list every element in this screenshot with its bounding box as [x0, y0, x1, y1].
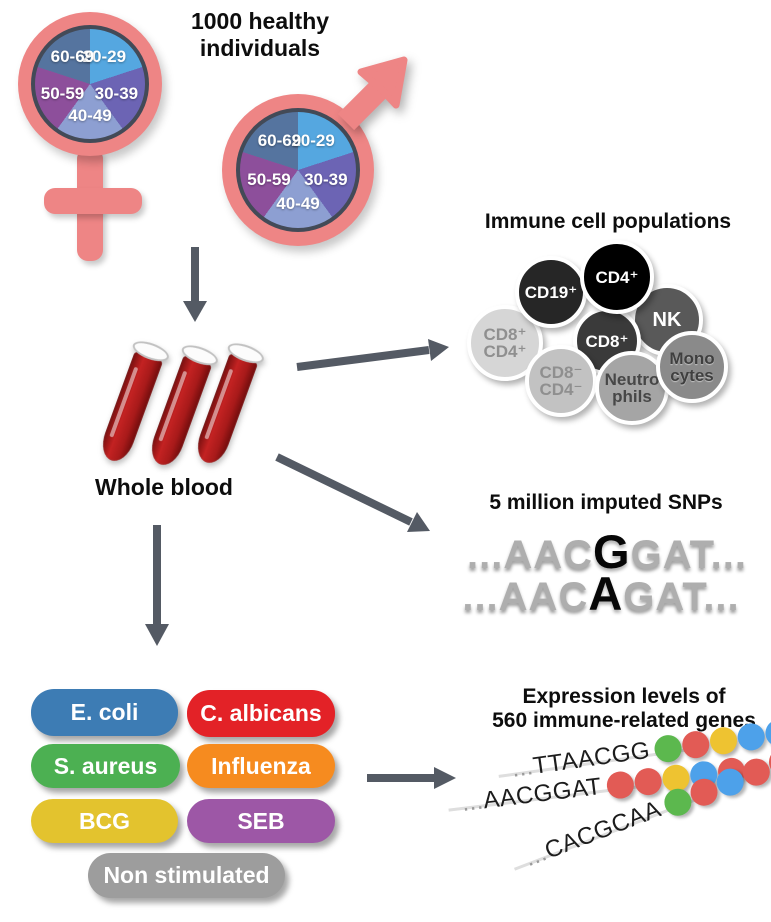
stimulus-pill-bcg: BCG — [31, 799, 178, 843]
stimulus-label: SEB — [237, 807, 285, 834]
population-title-line2: individuals — [199, 35, 321, 61]
cell-label: CD8⁺ — [585, 331, 629, 351]
snp-sequence: ...AACGGAT... — [452, 524, 762, 579]
male-symbol-icon: 20-29 30-39 40-49 50-59 60-69 — [222, 94, 374, 246]
snp-sequence-prefix: ...AAC — [462, 575, 589, 619]
female-age-pie-chart: 20-29 30-39 40-49 50-59 60-69 — [31, 25, 149, 143]
cell-circle-cd8neg-cd4neg: CD8⁻ CD4⁻ — [525, 345, 597, 417]
stimulus-label: BCG — [78, 807, 131, 834]
expression-dot — [652, 732, 684, 764]
gene-sequence: AACGGAT — [481, 772, 604, 815]
stimulus-pill-influenza: Influenza — [187, 744, 335, 788]
male-arrow-icon — [337, 56, 408, 131]
stimulus-label: C. albicans — [200, 700, 322, 726]
age-slice-label: 50-59 — [40, 83, 85, 103]
stimulus-label: Non stimulated — [103, 862, 270, 888]
expression-dot — [632, 766, 663, 797]
arrow-blood-to-cells-icon — [296, 339, 449, 371]
cell-label: CD4⁺ — [595, 267, 639, 287]
stimulus-pill-seb: SEB — [187, 799, 335, 843]
cell-label: CD8⁻ — [539, 363, 583, 382]
cell-circle-cd4: CD4⁺ — [580, 240, 654, 314]
female-symbol-icon: 20-29 30-39 40-49 50-59 60-69 — [18, 12, 162, 156]
snp-sequence-suffix: GAT... — [630, 533, 747, 577]
age-slice-label: 30-39 — [94, 83, 139, 103]
expression-title-line2: 560 immune-related genes — [492, 709, 756, 732]
age-slice-label: 40-49 — [68, 105, 112, 125]
age-slice-label: 20-29 — [291, 131, 335, 150]
snp-sequence-suffix: GAT... — [623, 575, 740, 619]
expression-dot — [604, 769, 635, 800]
expression-dot — [680, 728, 712, 760]
age-slice-label: 50-59 — [247, 170, 291, 190]
age-slice-label: 30-39 — [304, 170, 348, 190]
age-slice-label: 40-49 — [276, 193, 320, 213]
female-symbol-crossbar — [44, 188, 142, 214]
stimulus-label: Influenza — [211, 752, 311, 779]
male-age-pie-chart: 20-29 30-39 40-49 50-59 60-69 — [236, 108, 360, 232]
cell-label: CD4⁻ — [539, 380, 583, 399]
stimulus-pill-saureus: S. aureus — [31, 744, 180, 788]
arrow-stimuli-to-expression-icon — [367, 767, 456, 789]
snp-variant-allele: A — [588, 567, 624, 620]
snp-variant-allele: G — [593, 525, 631, 578]
cell-circle-monocytes: Mono cytes — [656, 331, 728, 403]
age-slice-label: 60-69 — [50, 46, 95, 66]
cell-label: NK — [652, 308, 682, 331]
expression-dot — [763, 717, 771, 748]
stimulus-label: S. aureus — [53, 752, 158, 779]
stimulus-label: E. coli — [70, 699, 139, 725]
cell-label: CD19⁺ — [524, 282, 578, 302]
stimulus-pill-calbicans: C. albicans — [187, 690, 335, 737]
expression-dot — [708, 725, 739, 756]
snp-sequence-prefix: ...AAC — [467, 533, 594, 577]
population-title-line1: 1000 healthy — [190, 8, 330, 34]
cell-label: cytes — [670, 366, 714, 385]
cell-label: CD8⁺ — [483, 325, 527, 344]
cell-circle-cd19: CD19⁺ — [515, 256, 587, 328]
arrow-down-to-blood-icon — [183, 247, 207, 322]
expression-title-line1: Expression levels of — [522, 685, 726, 708]
stimulus-pill-nonstimulated: Non stimulated — [88, 853, 285, 898]
cell-label: phils — [612, 387, 652, 406]
age-slice-label: 20-29 — [82, 46, 127, 66]
cell-label: Mono — [669, 349, 715, 368]
whole-blood-label: Whole blood — [95, 474, 233, 500]
population-title: 1000 healthy individuals — [150, 8, 370, 62]
cell-label: Neutro — [604, 370, 660, 389]
arrow-blood-to-stimuli-icon — [145, 525, 169, 646]
age-slice-label: 60-69 — [257, 131, 302, 150]
immune-cells-title: Immune cell populations — [484, 210, 732, 233]
snps-title: 5 million imputed SNPs — [489, 491, 723, 514]
cell-label: CD4⁺ — [483, 342, 527, 361]
arrow-blood-to-snps-icon — [275, 453, 430, 532]
stimulus-pill-ecoli: E. coli — [31, 689, 178, 736]
snp-sequence: ...AACAGAT... — [446, 566, 756, 621]
expression-dot — [736, 721, 767, 752]
